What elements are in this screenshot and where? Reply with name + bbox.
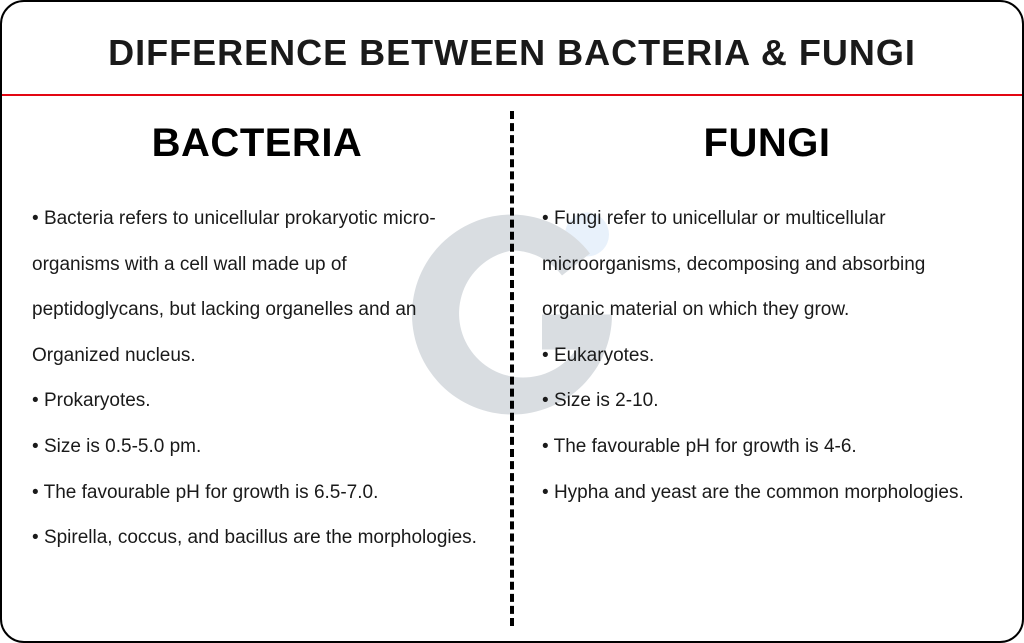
left-column: BACTERIA Bacteria refers to unicellular … [2, 96, 512, 641]
list-item: Size is 2-10. [542, 378, 992, 424]
right-bullets: Fungi refer to unicellular or multicellu… [542, 196, 992, 515]
vertical-divider [510, 111, 514, 626]
page-title: DIFFERENCE BETWEEN BACTERIA & FUNGI [2, 2, 1022, 94]
list-item: The favourable pH for growth is 6.5-7.0. [32, 470, 482, 516]
left-heading: BACTERIA [32, 121, 482, 166]
comparison-card: DIFFERENCE BETWEEN BACTERIA & FUNGI BACT… [0, 0, 1024, 643]
right-column: FUNGI Fungi refer to unicellular or mult… [512, 96, 1022, 641]
left-bullets: Bacteria refers to unicellular prokaryot… [32, 196, 482, 561]
comparison-columns: BACTERIA Bacteria refers to unicellular … [2, 96, 1022, 641]
list-item: Prokaryotes. [32, 378, 482, 424]
list-item: Eukaryotes. [542, 333, 992, 379]
list-item: Fungi refer to unicellular or multicellu… [542, 196, 992, 333]
list-item: Size is 0.5-5.0 pm. [32, 424, 482, 470]
list-item: The favourable pH for growth is 4-6. [542, 424, 992, 470]
list-item: Hypha and yeast are the common morpholog… [542, 470, 992, 516]
list-item: Spirella, coccus, and bacillus are the m… [32, 515, 482, 561]
content-wrapper: DIFFERENCE BETWEEN BACTERIA & FUNGI BACT… [2, 2, 1022, 641]
list-item: Bacteria refers to unicellular prokaryot… [32, 196, 482, 378]
right-heading: FUNGI [542, 121, 992, 166]
